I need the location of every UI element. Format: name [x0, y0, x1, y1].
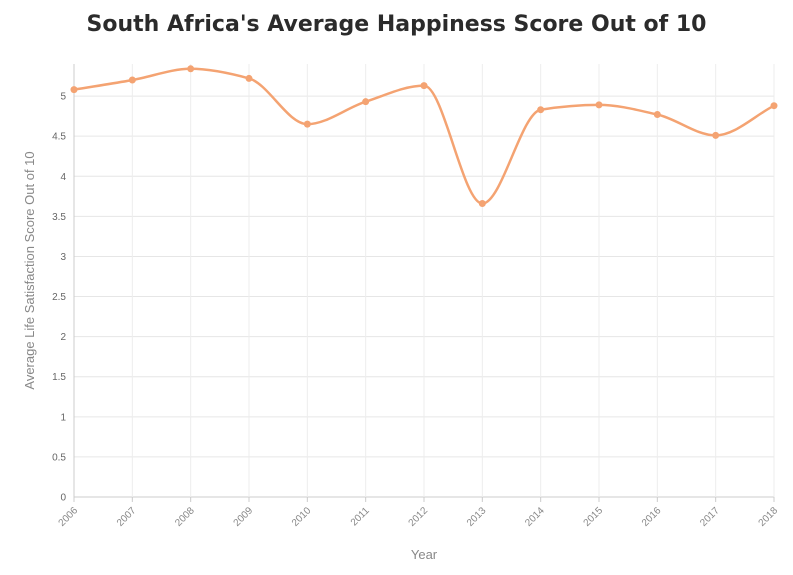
y-tick-label: 2	[60, 332, 66, 343]
x-tick-label: 2016	[640, 505, 664, 529]
data-point	[303, 120, 311, 128]
y-tick-label: 1	[60, 412, 66, 423]
x-axis-label: Year	[411, 547, 438, 562]
y-tick-label: 3	[60, 252, 66, 263]
series-layer	[70, 65, 778, 208]
y-tick-label: 1.5	[52, 372, 66, 383]
x-tick-label: 2010	[290, 505, 314, 529]
data-point	[245, 74, 253, 82]
data-point	[537, 106, 545, 114]
x-tick-label: 2011	[349, 505, 372, 528]
y-tick-label: 5	[60, 92, 66, 103]
data-point	[128, 76, 136, 84]
y-tick-label: 3.5	[52, 212, 66, 223]
data-point	[362, 98, 370, 106]
data-point	[478, 200, 486, 208]
y-tick-label: 4.5	[52, 132, 66, 143]
y-axis-label: Average Life Satisfaction Score Out of 1…	[22, 151, 37, 389]
y-tick-label: 4	[60, 172, 66, 183]
gridlines	[73, 64, 775, 498]
x-tick-label: 2013	[465, 505, 489, 529]
chart-title: South Africa's Average Happiness Score O…	[86, 12, 707, 37]
x-tick-label: 2012	[407, 505, 431, 529]
x-tick-label: 2007	[115, 505, 139, 529]
y-tick-label: 0.5	[52, 452, 66, 463]
x-tick-label: 2014	[523, 505, 547, 529]
y-tick-label: 2.5	[52, 292, 66, 303]
data-point	[770, 102, 778, 110]
x-tick-label: 2015	[582, 505, 606, 529]
x-tick-label: 2006	[57, 505, 81, 529]
data-point	[653, 111, 661, 119]
y-tick-label: 0	[60, 493, 66, 504]
data-point	[187, 65, 195, 73]
x-tick-label: 2009	[232, 505, 256, 529]
data-point	[595, 101, 603, 109]
data-point	[712, 131, 720, 139]
data-point	[70, 86, 78, 94]
x-tick-label: 2018	[757, 505, 781, 529]
x-tick-label: 2008	[173, 505, 197, 529]
x-tick-label: 2017	[698, 505, 722, 529]
data-point	[420, 82, 428, 90]
